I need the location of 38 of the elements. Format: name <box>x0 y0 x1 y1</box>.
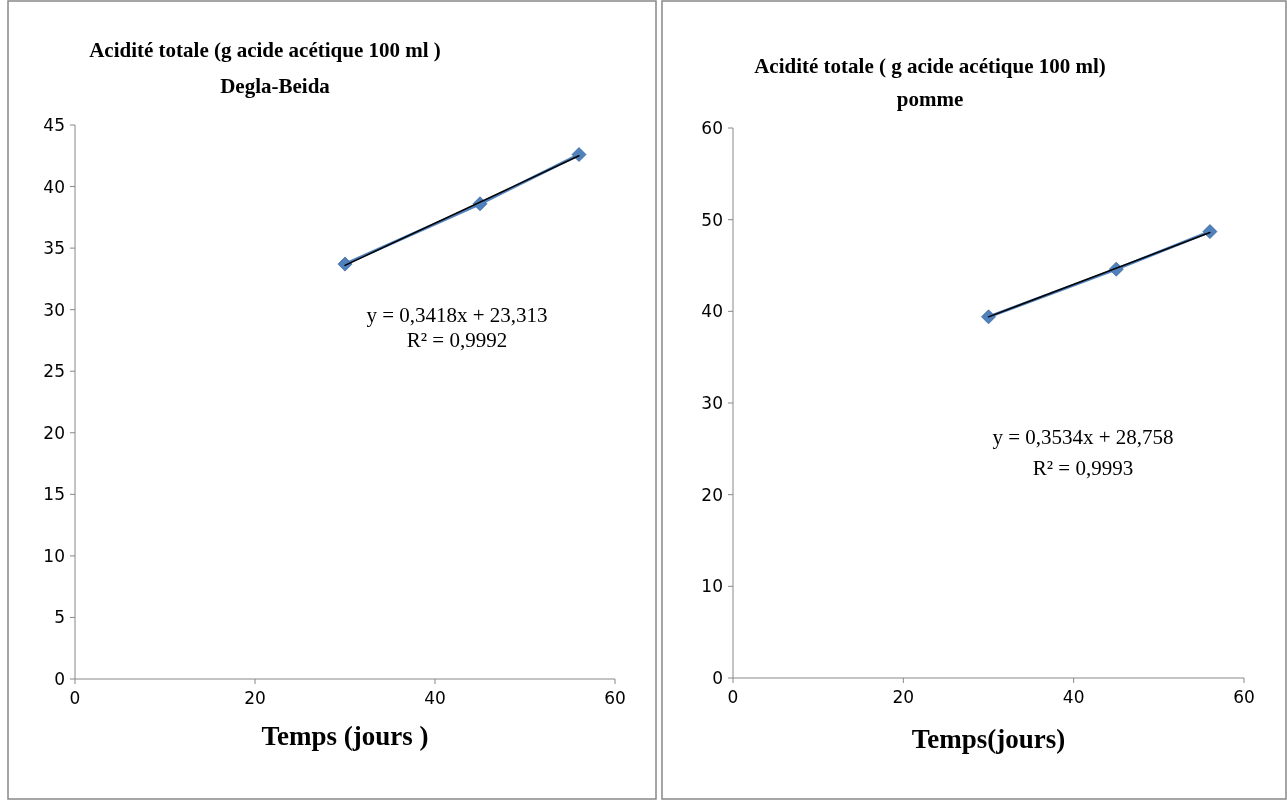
x-tick-label: 40 <box>1062 687 1085 707</box>
annotation: R² = 0,9993 <box>1032 456 1134 481</box>
x-axis-title: Temps(jours) <box>911 724 1066 754</box>
y-tick-label: 0 <box>712 667 723 688</box>
annotation: R² = 0,9992 <box>406 328 508 353</box>
annotation: y = 0,3534x + 28,758 <box>992 425 1174 450</box>
y-tick-label: 10 <box>43 545 65 566</box>
y-tick-label: 10 <box>701 576 723 597</box>
y-tick-label: 0 <box>54 668 65 689</box>
chart-subtitle: Degla-Beida <box>220 74 331 98</box>
y-tick-label: 20 <box>701 484 723 505</box>
x-tick-label: 20 <box>892 687 915 707</box>
x-tick-label: 60 <box>1233 687 1255 707</box>
chart-subtitle: pomme <box>896 87 964 111</box>
point <box>571 147 587 162</box>
x-axis-title: Temps (jours ) <box>261 721 429 751</box>
y-tick-label: 40 <box>701 301 723 322</box>
x-tick-label: 40 <box>424 688 446 708</box>
y-tick-label: 50 <box>701 209 723 230</box>
y-tick-label: 5 <box>54 607 65 628</box>
y-tick-label: 35 <box>43 238 65 259</box>
chart-title: Acidité totale ( g acide acétique 100 ml) <box>754 54 1106 78</box>
y-tick-label: 45 <box>43 114 65 135</box>
x-tick-label: 0 <box>69 688 81 708</box>
annotation: y = 0,3418x + 23,313 <box>366 303 548 328</box>
y-tick-label: 25 <box>43 361 65 382</box>
y-tick-label: 60 <box>701 117 723 138</box>
x-tick-label: 20 <box>244 688 266 708</box>
y-tick-label: 40 <box>43 176 65 197</box>
x-tick-label: 60 <box>604 688 626 708</box>
y-tick-label: 15 <box>43 484 65 505</box>
point <box>1202 224 1218 239</box>
y-tick-label: 20 <box>43 422 65 443</box>
y-tick-label: 30 <box>43 299 65 320</box>
x-tick-label: 0 <box>727 687 739 707</box>
point <box>981 309 996 325</box>
chart-title: Acidité totale (g acide acétique 100 ml ) <box>89 38 441 62</box>
y-tick-label: 30 <box>701 392 723 413</box>
